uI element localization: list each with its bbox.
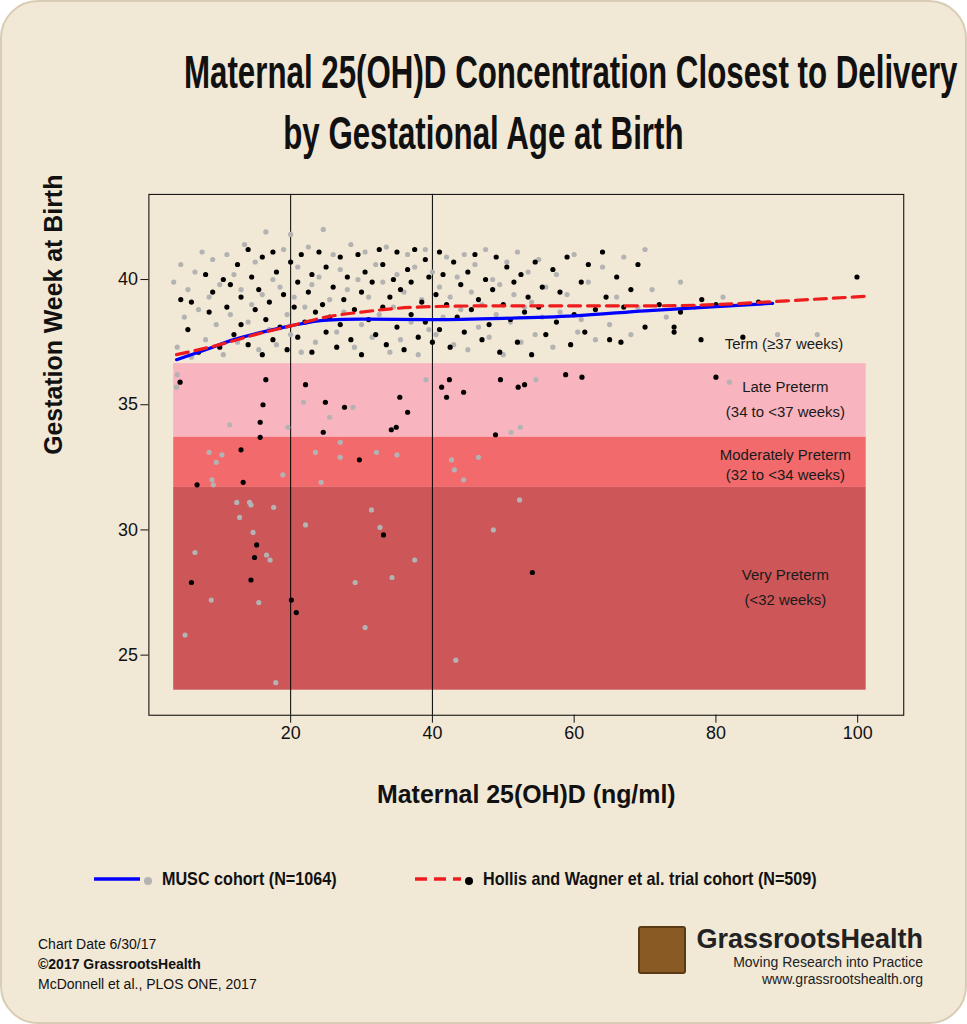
svg-text:20: 20 [281, 723, 301, 743]
svg-text:Gestation Week at Birth: Gestation Week at Birth [39, 175, 67, 455]
svg-text:30: 30 [118, 520, 138, 540]
html-text:www.grassrootshealth.org: www.grassrootshealth.org [761, 971, 923, 987]
svg-text:(34 to <37 weeks): (34 to <37 weeks) [726, 403, 845, 420]
svg-text:Very Preterm: Very Preterm [742, 566, 829, 583]
svg-text:(32 to <34 weeks): (32 to <34 weeks) [726, 466, 845, 483]
svg-text:60: 60 [564, 723, 584, 743]
svg-text:Moderately Preterm: Moderately Preterm [720, 446, 851, 463]
svg-text:(<32 weeks): (<32 weeks) [745, 591, 827, 608]
html-text:McDonnell et al., PLOS ONE, 20: McDonnell et al., PLOS ONE, 2017 [38, 976, 257, 992]
svg-text:100: 100 [843, 723, 873, 743]
html-text:Hollis and Wagner et al. trial: Hollis and Wagner et al. trial cohort (N… [482, 868, 817, 889]
svg-text:80: 80 [706, 723, 726, 743]
svg-text:Term (≥37 weeks): Term (≥37 weeks) [725, 335, 844, 352]
svg-text:Maternal 25(OH)D (ng/ml): Maternal 25(OH)D (ng/ml) [377, 780, 676, 808]
svg-text:25: 25 [118, 645, 138, 665]
html-text:©2017 GrassrootsHealth: ©2017 GrassrootsHealth [38, 956, 201, 972]
html-text:Chart Date 6/30/17: Chart Date 6/30/17 [38, 936, 157, 952]
html-text:Moving Research into Practice: Moving Research into Practice [733, 954, 923, 970]
html-text:by Gestational Age at Birth: by Gestational Age at Birth [283, 107, 684, 159]
html-text:MUSC cohort (N=1064): MUSC cohort (N=1064) [161, 868, 337, 889]
svg-text:40: 40 [118, 269, 138, 289]
html-text:Maternal 25(OH)D Concentration: Maternal 25(OH)D Concentration Closest t… [184, 46, 958, 98]
html-text:GrassrootsHealth: GrassrootsHealth [696, 924, 923, 954]
svg-text:40: 40 [422, 723, 442, 743]
svg-text:Late Preterm: Late Preterm [742, 378, 828, 395]
svg-text:35: 35 [118, 394, 138, 414]
